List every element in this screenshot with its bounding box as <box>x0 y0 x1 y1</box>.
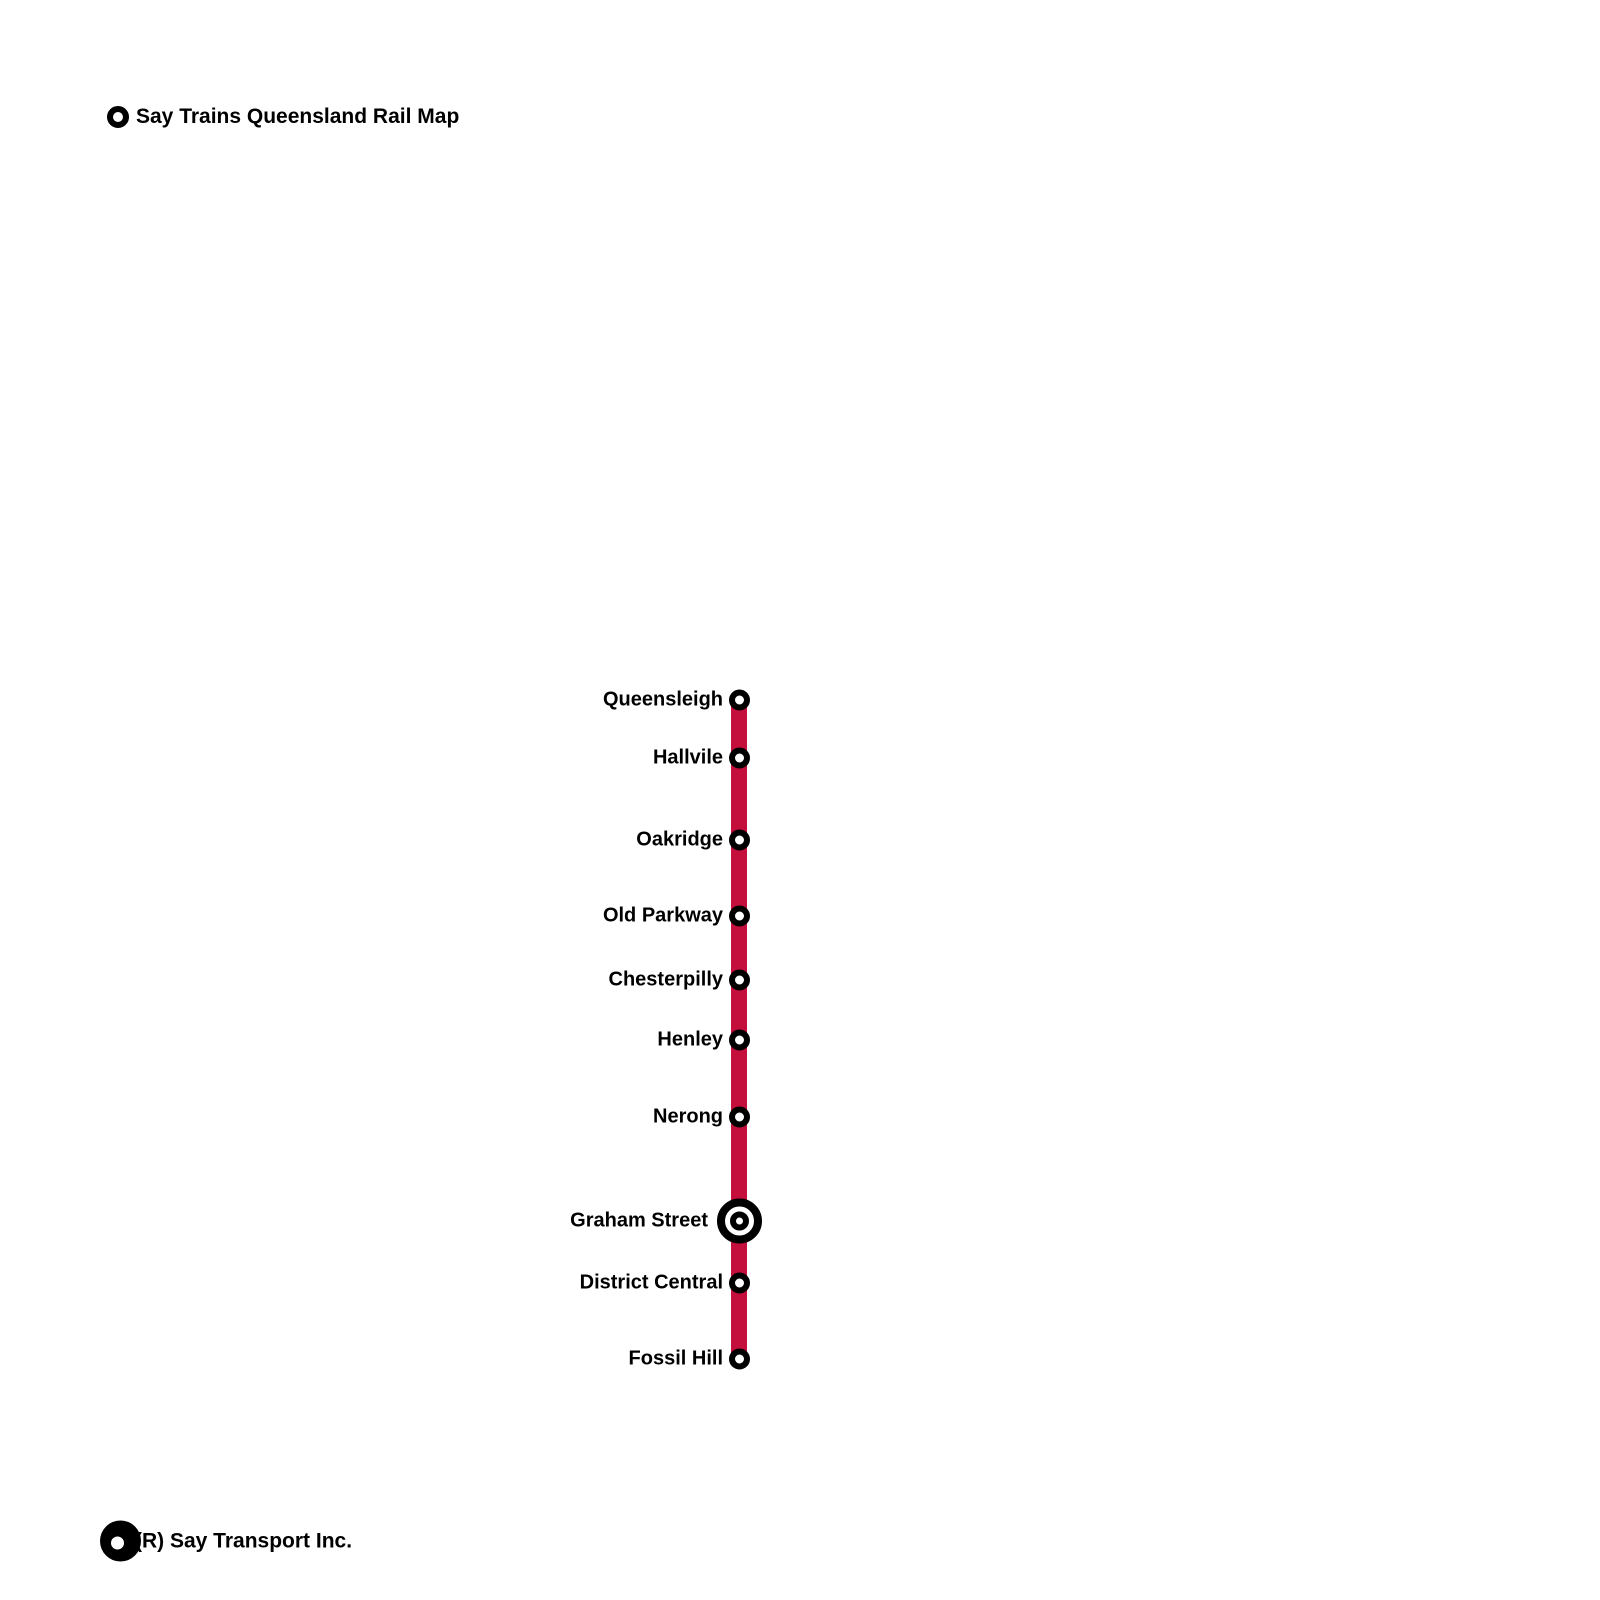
station-marker-icon <box>729 747 750 769</box>
station-label: Oakridge <box>636 828 723 851</box>
station-label: Graham Street <box>570 1209 708 1232</box>
station-marker-icon <box>729 1272 750 1294</box>
station-marker-icon <box>729 1106 750 1128</box>
station-row-district-central[interactable]: District Central <box>0 1272 750 1295</box>
footer-logo: (R) Say Transport Inc. <box>100 1520 353 1562</box>
station-row-henley[interactable]: Henley <box>0 1029 750 1052</box>
station-row-oakridge[interactable]: Oakridge <box>0 829 750 852</box>
station-row-chesterpilly[interactable]: Chesterpilly <box>0 969 750 992</box>
station-row-queensleigh[interactable]: Queensleigh <box>0 689 750 712</box>
station-label: Old Parkway <box>602 904 723 927</box>
interchange-marker-icon <box>717 1198 762 1244</box>
station-ring-icon <box>107 106 129 128</box>
station-marker-icon <box>729 969 750 991</box>
station-row-nerong[interactable]: Nerong <box>0 1106 750 1129</box>
station-label: Henley <box>657 1028 723 1051</box>
interchange-marker-inner <box>730 1211 749 1231</box>
station-label: Queensleigh <box>602 688 723 711</box>
station-row-fossil-hill[interactable]: Fossil Hill <box>0 1348 750 1371</box>
station-marker-icon <box>729 905 750 927</box>
map-title-text: Say Trains Queensland Rail Map <box>136 105 460 128</box>
station-row-hallvile[interactable]: Hallvile <box>0 747 750 770</box>
station-label: Hallvile <box>652 746 723 769</box>
map-title: Say Trains Queensland Rail Map <box>107 105 459 129</box>
station-row-old-parkway[interactable]: Old Parkway <box>0 905 750 928</box>
station-marker-icon <box>729 689 750 711</box>
footer-text: (R) Say Transport Inc. <box>135 1529 353 1552</box>
station-row-graham-street[interactable]: Graham Street <box>0 1198 762 1244</box>
station-label: Nerong <box>653 1105 723 1128</box>
station-label: District Central <box>579 1271 723 1294</box>
transport-logo-dot <box>111 1536 124 1550</box>
station-marker-icon <box>729 1029 750 1051</box>
station-marker-icon <box>729 829 750 851</box>
station-label: Chesterpilly <box>608 968 723 991</box>
station-marker-icon <box>729 1348 750 1370</box>
transport-logo-icon <box>100 1520 141 1562</box>
station-label: Fossil Hill <box>628 1347 723 1370</box>
